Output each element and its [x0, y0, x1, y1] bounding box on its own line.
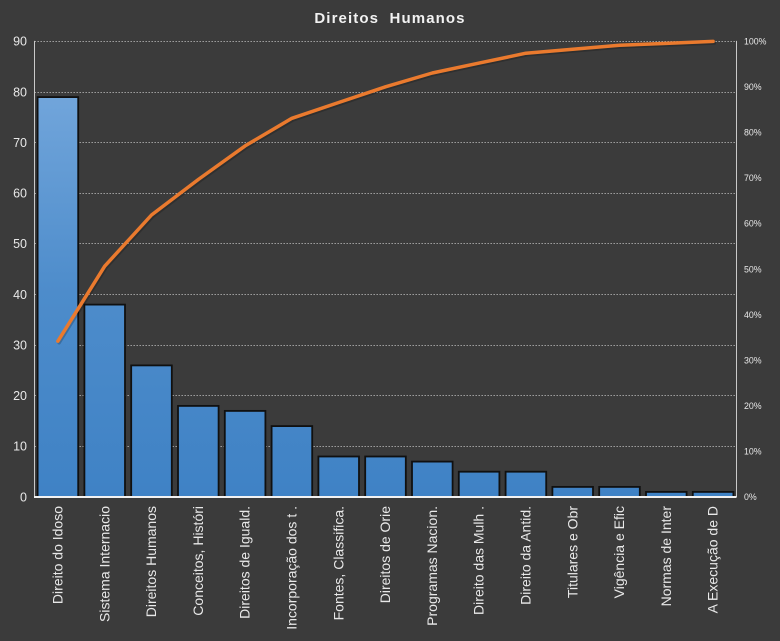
svg-text:0: 0 — [20, 490, 27, 504]
svg-text:60: 60 — [13, 187, 27, 201]
svg-text:40: 40 — [13, 288, 27, 302]
svg-text:100%: 100% — [744, 37, 767, 47]
svg-text:Fontes, Classifica.: Fontes, Classifica. — [330, 506, 346, 620]
svg-text:Conceitos, Históri: Conceitos, Históri — [190, 506, 206, 616]
svg-text:Direitos de Iguald.: Direitos de Iguald. — [237, 506, 253, 619]
svg-text:Vigência e Efic: Vigência e Efic — [611, 506, 627, 598]
svg-text:90%: 90% — [744, 82, 762, 92]
svg-text:60%: 60% — [744, 219, 762, 229]
svg-text:70: 70 — [13, 136, 27, 150]
svg-text:40%: 40% — [744, 310, 762, 320]
svg-text:Direito da Antid.: Direito da Antid. — [518, 506, 534, 605]
svg-text:30: 30 — [13, 338, 27, 352]
svg-text:Direitos Humanos: Direitos Humanos — [143, 506, 159, 617]
svg-text:10: 10 — [13, 440, 27, 454]
svg-text:Normas de Inter: Normas de Inter — [658, 506, 674, 607]
svg-text:Direito do Idoso: Direito do Idoso — [50, 506, 66, 604]
svg-text:30%: 30% — [744, 355, 762, 365]
svg-text:Direito das Mulh .: Direito das Mulh . — [471, 506, 487, 615]
svg-text:80%: 80% — [744, 128, 762, 138]
svg-text:Sistema Internacio: Sistema Internacio — [96, 506, 112, 622]
svg-text:90: 90 — [13, 35, 27, 49]
svg-text:10%: 10% — [744, 447, 762, 457]
svg-text:Direitos de Orie: Direitos de Orie — [377, 506, 393, 603]
svg-text:Direitos Humanos: Direitos Humanos — [314, 10, 465, 27]
svg-text:A Execução de D: A Execução de D — [705, 506, 721, 613]
svg-text:0%: 0% — [744, 492, 757, 502]
svg-text:50%: 50% — [744, 264, 762, 274]
svg-text:Incorporação dos t .: Incorporação dos t . — [284, 506, 300, 630]
svg-text:50: 50 — [13, 237, 27, 251]
svg-text:Programas Nacion.: Programas Nacion. — [424, 506, 440, 626]
svg-text:Titulares e Obr: Titulares e Obr — [564, 506, 580, 598]
svg-text:20: 20 — [13, 389, 27, 403]
svg-text:70%: 70% — [744, 173, 762, 183]
svg-text:20%: 20% — [744, 401, 762, 411]
svg-text:80: 80 — [13, 85, 27, 99]
